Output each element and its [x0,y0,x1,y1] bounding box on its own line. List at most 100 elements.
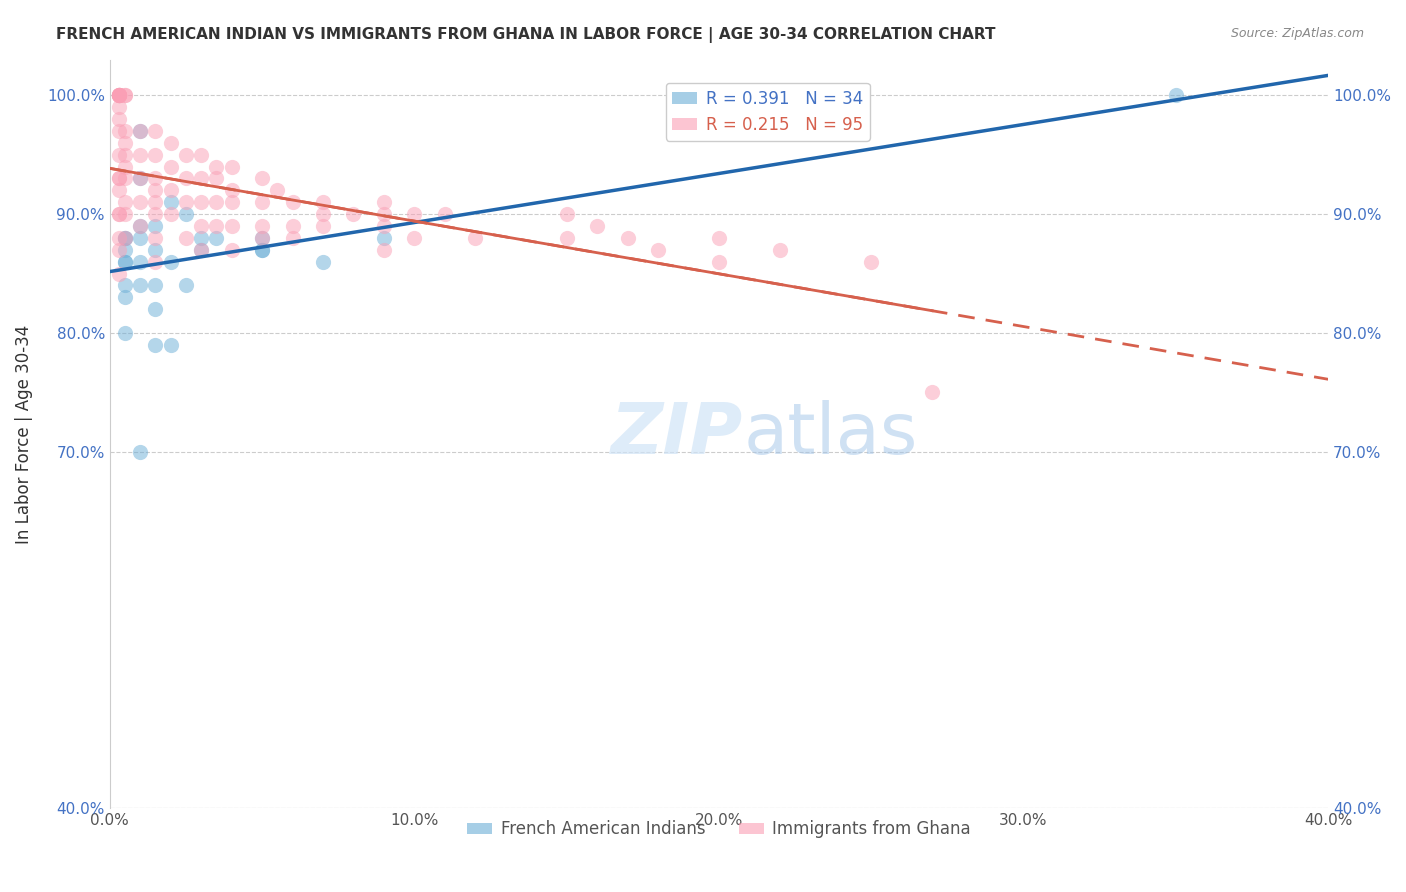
Point [114,278,136,293]
Point [1164,88,1187,103]
Point [190,171,212,186]
Point [190,243,212,257]
Point [145,207,167,221]
Point [114,136,136,150]
Point [129,171,152,186]
Point [108,88,131,103]
Point [174,195,197,210]
Point [145,278,167,293]
Point [373,207,395,221]
Text: Source: ZipAtlas.com: Source: ZipAtlas.com [1230,27,1364,40]
Point [250,195,273,210]
Point [129,124,152,138]
Point [108,147,131,161]
Point [108,88,131,103]
Point [145,183,167,197]
Point [145,147,167,161]
Point [616,231,638,245]
Point [129,254,152,268]
Point [159,160,181,174]
Point [342,207,364,221]
Point [108,88,131,103]
Point [129,231,152,245]
Point [707,231,730,245]
Point [221,195,243,210]
Point [145,302,167,317]
Point [108,171,131,186]
Point [108,267,131,281]
Text: ZIP: ZIP [612,400,744,468]
Point [129,219,152,233]
Point [114,254,136,268]
Point [250,243,273,257]
Point [921,385,943,400]
Point [707,254,730,268]
Point [129,171,152,186]
Point [433,207,456,221]
Point [108,171,131,186]
Point [108,243,131,257]
Point [108,231,131,245]
Point [114,243,136,257]
Point [221,243,243,257]
Point [108,88,131,103]
Point [312,195,335,210]
Point [190,231,212,245]
Point [145,254,167,268]
Point [281,231,304,245]
Point [129,219,152,233]
Text: atlas: atlas [744,400,918,468]
Point [250,219,273,233]
Point [174,278,197,293]
Legend: French American Indians, Immigrants from Ghana: French American Indians, Immigrants from… [461,814,977,845]
Point [159,207,181,221]
Y-axis label: In Labor Force | Age 30-34: In Labor Force | Age 30-34 [15,325,32,543]
Point [404,231,426,245]
Point [159,338,181,352]
Point [555,207,578,221]
Point [108,112,131,126]
Point [281,195,304,210]
Point [129,195,152,210]
Point [145,171,167,186]
Point [108,88,131,103]
Point [190,195,212,210]
Point [250,231,273,245]
Point [108,88,131,103]
Text: FRENCH AMERICAN INDIAN VS IMMIGRANTS FROM GHANA IN LABOR FORCE | AGE 30-34 CORRE: FRENCH AMERICAN INDIAN VS IMMIGRANTS FRO… [56,27,995,43]
Point [145,338,167,352]
Point [860,254,883,268]
Point [312,219,335,233]
Point [373,243,395,257]
Point [114,124,136,138]
Point [221,219,243,233]
Point [114,195,136,210]
Point [129,445,152,459]
Point [114,231,136,245]
Point [250,171,273,186]
Point [159,136,181,150]
Point [281,219,304,233]
Point [108,207,131,221]
Point [464,231,486,245]
Point [114,88,136,103]
Point [647,243,669,257]
Point [266,183,288,197]
Point [145,195,167,210]
Point [114,160,136,174]
Point [145,124,167,138]
Point [250,243,273,257]
Point [114,231,136,245]
Point [312,254,335,268]
Point [108,183,131,197]
Point [373,195,395,210]
Point [190,219,212,233]
Point [221,160,243,174]
Point [129,147,152,161]
Point [114,147,136,161]
Point [114,231,136,245]
Point [159,183,181,197]
Point [174,231,197,245]
Point [205,160,228,174]
Point [114,171,136,186]
